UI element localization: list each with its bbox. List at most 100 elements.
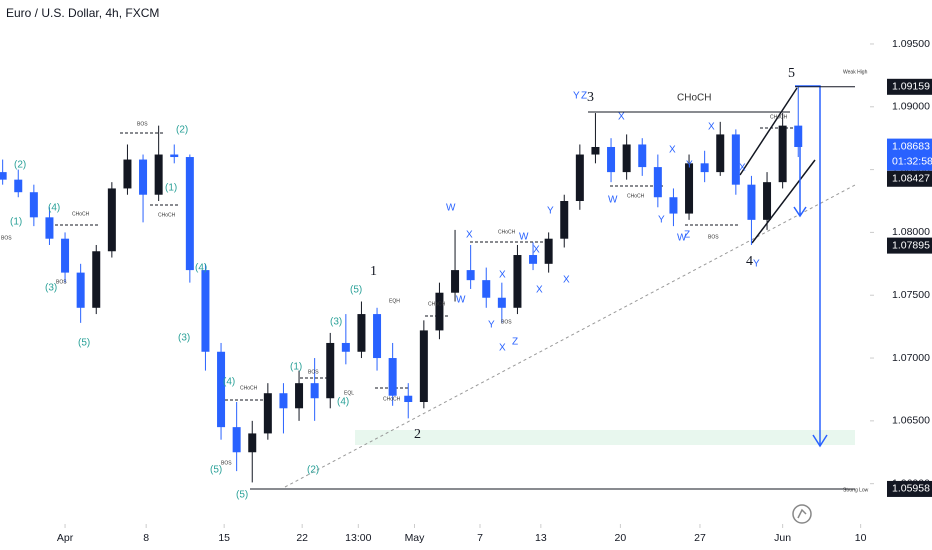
candle-body xyxy=(451,270,460,293)
candle-body xyxy=(388,358,397,396)
annotation: (5) xyxy=(78,338,90,349)
price-badge xyxy=(887,138,932,171)
tv-logo xyxy=(792,504,812,524)
annotation: Y xyxy=(753,259,760,270)
annotation: Strong Low xyxy=(843,487,869,493)
annotation: X xyxy=(536,285,543,296)
candle-body xyxy=(123,159,132,189)
candle-body xyxy=(0,172,7,180)
price-badge xyxy=(887,170,932,187)
y-tick-label: 1.07000 xyxy=(892,352,930,364)
price-badge-label: 1.08683 xyxy=(892,140,930,152)
price-badge-label: 1.09159 xyxy=(892,81,930,93)
candle-body xyxy=(466,270,475,281)
y-tick-label: 1.09000 xyxy=(892,101,930,113)
candle-body xyxy=(575,154,584,202)
candle-body xyxy=(747,184,756,220)
structure-lines xyxy=(55,127,800,401)
y-tick-label: 1.08000 xyxy=(892,226,930,238)
annotation: (2) xyxy=(307,465,319,476)
annotation: (4) xyxy=(337,397,349,408)
annotation: Z xyxy=(684,230,690,241)
annotation: BOS xyxy=(137,121,148,127)
x-tick-label: 13:00 xyxy=(345,532,371,544)
price-badge xyxy=(887,237,932,254)
candle-body xyxy=(607,146,616,173)
candle-body xyxy=(700,163,709,173)
candle-body xyxy=(326,342,335,399)
countdown: 01:32:58 xyxy=(892,155,932,167)
annotation: Y xyxy=(686,160,693,171)
candle-body xyxy=(341,342,350,352)
wedge-upper xyxy=(739,87,798,176)
candle-body xyxy=(404,395,413,403)
candle-body xyxy=(513,255,522,308)
annotation: Z xyxy=(581,91,587,102)
annotation: 1 xyxy=(370,264,377,279)
candle-body xyxy=(92,251,101,308)
annotation: BOS xyxy=(1,235,12,241)
y-tick-label: 1.07500 xyxy=(892,289,930,301)
annotation: X xyxy=(466,230,473,241)
annotation: (3) xyxy=(45,283,57,294)
candle-body xyxy=(45,217,54,239)
candle-body xyxy=(482,280,491,298)
demand-zone xyxy=(355,430,855,445)
annotation: (3) xyxy=(330,317,342,328)
candle-body xyxy=(201,270,210,352)
x-tick-label: 20 xyxy=(615,532,627,544)
candle-body xyxy=(794,125,803,147)
annotation: W xyxy=(608,195,618,206)
annotation: BOS xyxy=(221,460,232,466)
candle-body xyxy=(669,197,678,214)
annotation: BOS xyxy=(56,279,67,285)
candle-body xyxy=(357,314,366,352)
annotation: (4) xyxy=(195,263,207,274)
candle-body xyxy=(310,383,319,399)
annotation: Y xyxy=(488,320,495,331)
annotation: 3 xyxy=(587,90,594,105)
annotation: CHoCH xyxy=(498,229,516,235)
candle-body xyxy=(544,238,553,264)
candle-body xyxy=(731,134,740,185)
x-tick-label: 22 xyxy=(296,532,308,544)
annotation: Y xyxy=(658,215,665,226)
candle-body xyxy=(622,144,631,173)
y-tick-label: 1.06500 xyxy=(892,415,930,427)
x-tick-label: 27 xyxy=(694,532,706,544)
x-tick-label: 10 xyxy=(855,532,867,544)
candle-body xyxy=(638,144,647,168)
candle-body xyxy=(279,393,288,409)
price-badge-label: 1.05958 xyxy=(892,483,930,495)
chart-title: Euro / U.S. Dollar, 4h, FXCM xyxy=(6,6,159,20)
annotation: W xyxy=(446,203,456,214)
annotation: 4 xyxy=(746,254,753,269)
candle-body xyxy=(778,125,787,183)
candle-body xyxy=(419,330,428,403)
candle-body xyxy=(373,314,382,359)
annotation: W xyxy=(677,233,687,244)
annotation: X xyxy=(533,245,540,256)
annotation: (2) xyxy=(14,160,26,171)
annotation: X xyxy=(739,163,746,174)
candle-body xyxy=(107,188,116,252)
wedge-lower xyxy=(751,159,816,244)
x-tick-label: 13 xyxy=(535,532,547,544)
annotation: W xyxy=(456,295,466,306)
annotation: (5) xyxy=(236,490,248,501)
candle-body xyxy=(154,154,163,195)
annotation: 5 xyxy=(788,66,795,81)
annotation: 2 xyxy=(414,427,421,442)
annotation: BOS xyxy=(708,234,719,240)
candle-body xyxy=(139,159,148,195)
annotation: CHoCH xyxy=(240,385,258,391)
annotation: (1) xyxy=(10,217,22,228)
candle-body xyxy=(716,134,725,173)
annotation: CHoCH xyxy=(627,193,645,199)
annotation: (1) xyxy=(290,362,302,373)
annotation: (5) xyxy=(350,285,362,296)
annotation: W xyxy=(519,232,529,243)
annotation: (1) xyxy=(165,183,177,194)
x-tick-label: Jun xyxy=(774,532,791,544)
annotation: CHoCH xyxy=(158,212,176,218)
